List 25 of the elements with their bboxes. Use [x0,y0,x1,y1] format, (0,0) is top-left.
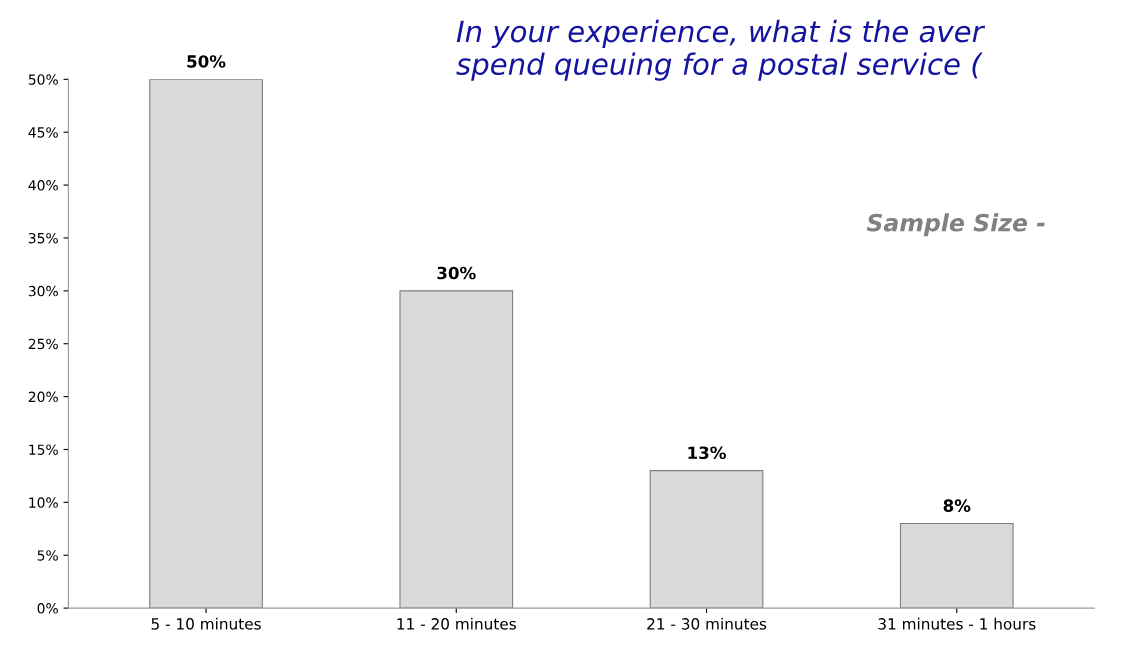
y-tick-label: 40% [28,180,58,191]
bar [899,522,1014,609]
y-tick-label: 30% [28,285,58,297]
y-tick-label: 0% [37,603,58,614]
data-label: 50% [187,55,226,68]
y-tick-label: 35% [28,232,58,244]
data-label: 8% [943,499,971,512]
x-tick-label: 21 - 30 minutes [647,617,767,630]
bar [399,290,514,609]
bar [649,470,764,609]
x-tick-label: 31 minutes - 1 hours [878,617,1036,630]
y-tick-label: 45% [28,127,58,138]
text: Sample Size - [866,213,1045,237]
data-label: 13% [688,446,726,460]
y-tick-label: 15% [29,444,58,455]
chart-title: In your experience, what is the aver spend queuing for a postal service ( [456,19,986,81]
y-tick-label: 20% [28,391,58,403]
y-tick-label: 50% [28,74,58,85]
y-tick-label: 10% [29,497,58,508]
x-tick-label: 5 - 10 minutes [151,617,261,630]
y-tick-label: 25% [28,338,58,350]
x-tick-label: 11 - 20 minutes [397,617,516,630]
bar [149,79,263,609]
data-label: 30% [437,266,476,280]
y-tick-label: 5% [37,550,58,561]
